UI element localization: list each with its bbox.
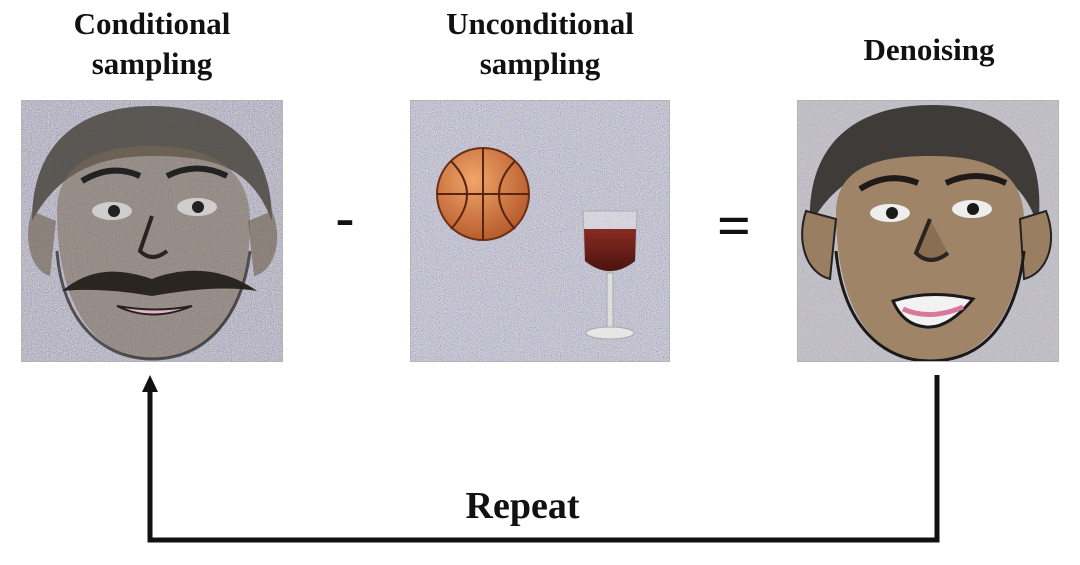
equals-operator: = xyxy=(716,193,752,259)
denoising-title: Denoising xyxy=(863,32,995,67)
wine-glass-icon xyxy=(582,210,638,340)
basketball-icon xyxy=(436,147,530,241)
denoising-image xyxy=(797,100,1059,362)
conditional-sampling-title: Conditional sampling xyxy=(73,6,231,81)
arrowhead-icon xyxy=(142,375,158,392)
repeat-label: Repeat xyxy=(465,485,580,527)
minus-operator: - xyxy=(335,187,355,249)
unconditional-sampling-title: Unconditional sampling xyxy=(446,6,634,81)
unconditional-sampling-image xyxy=(410,100,670,362)
conditional-sampling-image xyxy=(21,100,283,362)
